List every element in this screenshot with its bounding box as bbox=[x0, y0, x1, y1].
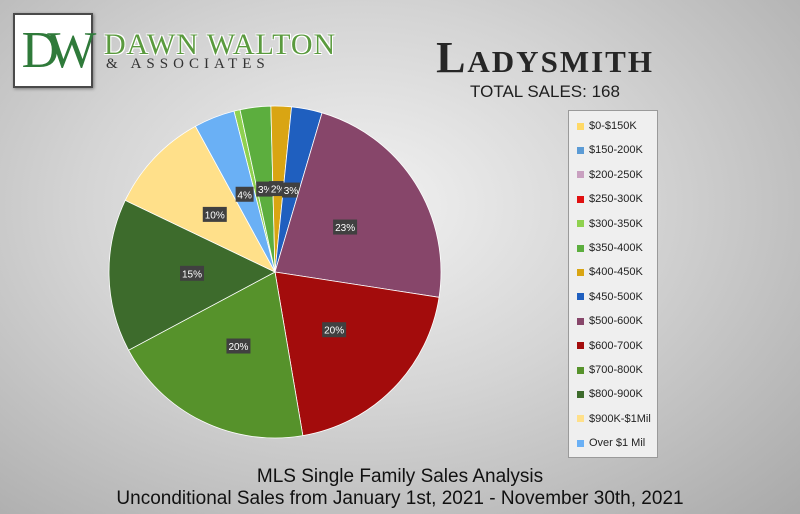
total-sales: TOTAL SALES: 168 bbox=[470, 82, 620, 101]
legend-label: $600-700K bbox=[589, 339, 643, 352]
svg-text:20%: 20% bbox=[228, 342, 248, 353]
legend-swatch bbox=[577, 293, 584, 301]
data-label-8: 23% bbox=[333, 219, 358, 235]
svg-text:20%: 20% bbox=[324, 326, 344, 337]
legend-swatch bbox=[577, 439, 584, 447]
legend-swatch bbox=[577, 268, 584, 276]
legend-swatch bbox=[577, 220, 584, 228]
legend-swatch bbox=[577, 390, 584, 398]
pie-slice-8 bbox=[274, 112, 442, 298]
legend-item: $700-800K bbox=[577, 363, 643, 377]
data-label-7: 3% bbox=[281, 182, 300, 198]
data-label-9: 20% bbox=[322, 322, 347, 338]
legend-label: $150-200K bbox=[589, 144, 643, 157]
legend-swatch bbox=[577, 122, 584, 130]
chart-title: Ladysmith bbox=[436, 33, 654, 82]
svg-text:23%: 23% bbox=[335, 223, 355, 234]
footer-line-2: Unconditional Sales from January 1st, 20… bbox=[116, 488, 684, 509]
footer-line-1: MLS Single Family Sales Analysis bbox=[256, 466, 544, 487]
legend-item: $800-900K bbox=[577, 387, 643, 401]
legend-swatch bbox=[577, 415, 584, 423]
svg-text:2%: 2% bbox=[271, 185, 286, 196]
legend-swatch bbox=[577, 366, 584, 374]
data-label-11: 15% bbox=[180, 265, 205, 281]
legend-swatch bbox=[577, 244, 584, 252]
pie-slice-9 bbox=[274, 271, 440, 437]
legend-label: $900K-$1Mil bbox=[589, 412, 651, 425]
pie-slice-10 bbox=[128, 271, 304, 439]
logo-mark: DW bbox=[21, 22, 97, 79]
legend-swatch bbox=[577, 317, 584, 325]
legend-label: $350-400K bbox=[589, 242, 643, 254]
legend-item: $400-450K bbox=[577, 265, 643, 279]
legend-label: $450-500K bbox=[589, 290, 643, 303]
brand-subtitle: & ASSOCIATES bbox=[106, 56, 270, 72]
legend-swatch bbox=[577, 342, 584, 350]
legend-item: Over $1 Mil bbox=[577, 436, 645, 450]
data-label-13: 4% bbox=[235, 186, 254, 202]
legend-item: $500-600K bbox=[577, 314, 643, 328]
legend-label: $200-250K bbox=[589, 168, 643, 181]
logo: DW bbox=[13, 13, 97, 88]
svg-text:3%: 3% bbox=[284, 186, 299, 197]
legend-item: $450-500K bbox=[577, 290, 643, 304]
legend-label: $0-$150K bbox=[589, 120, 637, 132]
legend-label: $700-800K bbox=[589, 364, 643, 376]
legend-label: $400-450K bbox=[589, 266, 643, 279]
brand-name: DAWN WALTON bbox=[104, 28, 337, 61]
legend-item: $0-$150K bbox=[577, 119, 637, 133]
svg-text:15%: 15% bbox=[182, 269, 202, 280]
legend-item: $350-400K bbox=[577, 241, 643, 255]
data-label-10: 20% bbox=[226, 338, 251, 354]
svg-text:4%: 4% bbox=[237, 190, 252, 201]
legend-item: $900K-$1Mil bbox=[577, 412, 651, 426]
legend-item: $300-350K bbox=[577, 217, 643, 231]
legend-label: $250-300K bbox=[589, 193, 643, 206]
legend-item: $600-700K bbox=[577, 339, 643, 353]
legend-label: $300-350K bbox=[589, 217, 643, 230]
pie-slice-13 bbox=[194, 110, 276, 273]
legend-swatch bbox=[577, 171, 584, 179]
legend-label: $500-600K bbox=[589, 315, 643, 328]
legend-swatch bbox=[577, 146, 584, 154]
svg-text:3%: 3% bbox=[258, 185, 273, 196]
chart-legend: $0-$150K $150-200K $200-250K $250-300K $300-… bbox=[568, 110, 658, 458]
legend-label: $800-900K bbox=[589, 388, 643, 401]
data-label-12: 10% bbox=[202, 206, 227, 222]
legend-item: $150-200K bbox=[577, 143, 643, 157]
pie-slice-12 bbox=[124, 125, 276, 273]
legend-swatch bbox=[577, 195, 584, 203]
legend-item: $250-300K bbox=[577, 192, 643, 206]
legend-item: $200-250K bbox=[577, 168, 643, 182]
svg-text:10%: 10% bbox=[205, 210, 225, 221]
legend-label: Over $1 Mil bbox=[589, 437, 646, 450]
